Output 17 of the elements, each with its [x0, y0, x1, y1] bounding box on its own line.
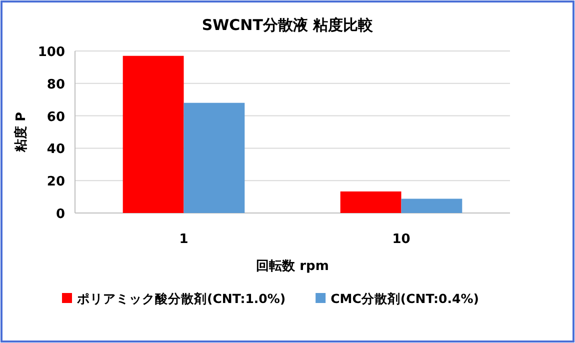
- x-axis-title: 回転数 rpm: [256, 259, 329, 274]
- y-tick-label: 0: [56, 207, 65, 222]
- legend-label: ポリアミック酸分散剤(CNT:1.0%): [76, 291, 286, 306]
- legend-label: CMC分散剤(CNT:0.4%): [330, 291, 479, 306]
- y-tick-label: 40: [46, 142, 65, 158]
- y-axis-title: 粘度 P: [13, 112, 29, 154]
- y-tick-label: 80: [46, 77, 65, 92]
- x-tick-label: 1: [179, 232, 188, 247]
- bar: [401, 198, 462, 213]
- bar: [340, 191, 402, 213]
- bar: [122, 56, 184, 213]
- y-tick-label: 60: [46, 110, 65, 125]
- y-tick-label: 100: [38, 45, 65, 60]
- y-tick-label: 20: [46, 174, 65, 190]
- chart-title: SWCNT分散液 粘度比較: [202, 16, 374, 34]
- bar: [184, 102, 245, 213]
- x-tick-label: 10: [392, 232, 410, 247]
